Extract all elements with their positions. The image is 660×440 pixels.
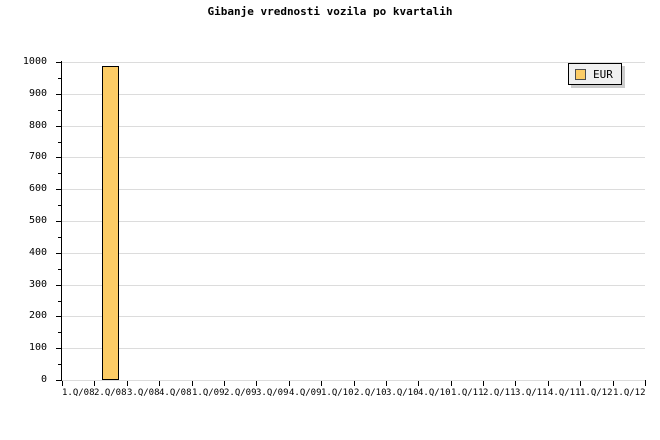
x-axis-tick xyxy=(386,381,387,386)
chart-legend[interactable]: EUR xyxy=(568,63,622,85)
x-axis-tick xyxy=(256,381,257,386)
y-axis-minor-tick xyxy=(58,301,62,302)
x-axis-label: 1.Q/11 xyxy=(451,388,484,398)
x-axis-tick xyxy=(645,381,646,386)
gridline xyxy=(62,157,645,158)
x-axis-label: 2.Q/08 xyxy=(94,388,127,398)
x-axis-label: 3.Q/09 xyxy=(256,388,289,398)
y-axis-label: 1000 xyxy=(22,56,47,67)
gridline xyxy=(62,221,645,222)
y-axis-minor-tick xyxy=(58,78,62,79)
x-axis-tick xyxy=(289,381,290,386)
y-axis-tick xyxy=(56,62,62,63)
x-axis-tick xyxy=(192,381,193,386)
x-axis-label: 3.Q/08 xyxy=(127,388,160,398)
y-axis-label: 400 xyxy=(28,247,47,258)
y-axis-tick xyxy=(56,94,62,95)
bar[interactable] xyxy=(102,66,119,380)
gridline xyxy=(62,253,645,254)
x-axis-tick xyxy=(613,381,614,386)
y-axis-label: 700 xyxy=(28,151,47,162)
x-axis-label: 4.Q/09 xyxy=(289,388,322,398)
y-axis-minor-tick xyxy=(58,237,62,238)
x-axis-tick xyxy=(418,381,419,386)
x-axis-label: 4.Q/10 xyxy=(418,388,451,398)
y-axis-label: 0 xyxy=(40,374,47,385)
chart-title: Gibanje vrednosti vozila po kvartalih xyxy=(207,5,453,18)
y-axis-label: 100 xyxy=(28,342,47,353)
gridline xyxy=(62,126,645,127)
y-axis-tick xyxy=(56,380,62,381)
y-axis-tick xyxy=(56,316,62,317)
x-axis-tick xyxy=(548,381,549,386)
y-axis-label: 300 xyxy=(28,279,47,290)
x-axis-tick xyxy=(321,381,322,386)
x-axis-tick xyxy=(354,381,355,386)
x-axis-label: 2.Q/09 xyxy=(224,388,257,398)
x-axis-tick xyxy=(224,381,225,386)
x-axis-tick xyxy=(580,381,581,386)
y-axis-label: 600 xyxy=(28,183,47,194)
x-axis-label: 1.Q/09 xyxy=(192,388,225,398)
y-axis-minor-tick xyxy=(58,173,62,174)
x-axis-label: 1.Q/10 xyxy=(321,388,354,398)
x-axis-tick xyxy=(515,381,516,386)
y-axis-label: 800 xyxy=(28,120,47,131)
y-axis-minor-tick xyxy=(58,364,62,365)
y-axis-minor-tick xyxy=(58,110,62,111)
x-axis-label: 2.Q/10 xyxy=(354,388,387,398)
x-axis-tick xyxy=(159,381,160,386)
plot-area xyxy=(62,62,645,381)
y-axis-tick xyxy=(56,285,62,286)
gridline xyxy=(62,285,645,286)
x-axis-label: 1.Q/08 xyxy=(62,388,95,398)
y-axis-minor-tick xyxy=(58,269,62,270)
y-axis-label: 900 xyxy=(28,88,47,99)
y-axis-label: 500 xyxy=(28,215,47,226)
y-axis-tick xyxy=(56,189,62,190)
y-axis-tick xyxy=(56,348,62,349)
y-axis-tick xyxy=(56,157,62,158)
x-axis-label: 3.Q/11 xyxy=(515,388,548,398)
y-axis-label: 200 xyxy=(28,310,47,321)
x-axis-label: 1.Q/12 xyxy=(613,388,646,398)
gridline xyxy=(62,189,645,190)
x-axis-tick xyxy=(483,381,484,386)
y-axis-minor-tick xyxy=(58,332,62,333)
gridline xyxy=(62,316,645,317)
legend-label-eur: EUR xyxy=(593,67,613,81)
x-axis-label: 3.Q/10 xyxy=(386,388,419,398)
x-axis-label: 2.Q/11 xyxy=(483,388,516,398)
x-axis-tick xyxy=(451,381,452,386)
x-axis-tick xyxy=(127,381,128,386)
y-axis-minor-tick xyxy=(58,142,62,143)
gridline xyxy=(62,348,645,349)
x-axis-tick xyxy=(94,381,95,386)
y-axis-tick xyxy=(56,221,62,222)
x-axis-label: 1.Q/12 xyxy=(580,388,613,398)
y-axis-tick xyxy=(56,253,62,254)
y-axis-tick xyxy=(56,126,62,127)
legend-swatch-eur xyxy=(575,68,586,80)
x-axis-tick xyxy=(62,381,63,386)
gridline xyxy=(62,62,645,63)
y-axis-minor-tick xyxy=(58,205,62,206)
x-axis-label: 4.Q/08 xyxy=(159,388,192,398)
gridline xyxy=(62,380,645,381)
gridline xyxy=(62,94,645,95)
x-axis-label: 4.Q/11 xyxy=(548,388,581,398)
